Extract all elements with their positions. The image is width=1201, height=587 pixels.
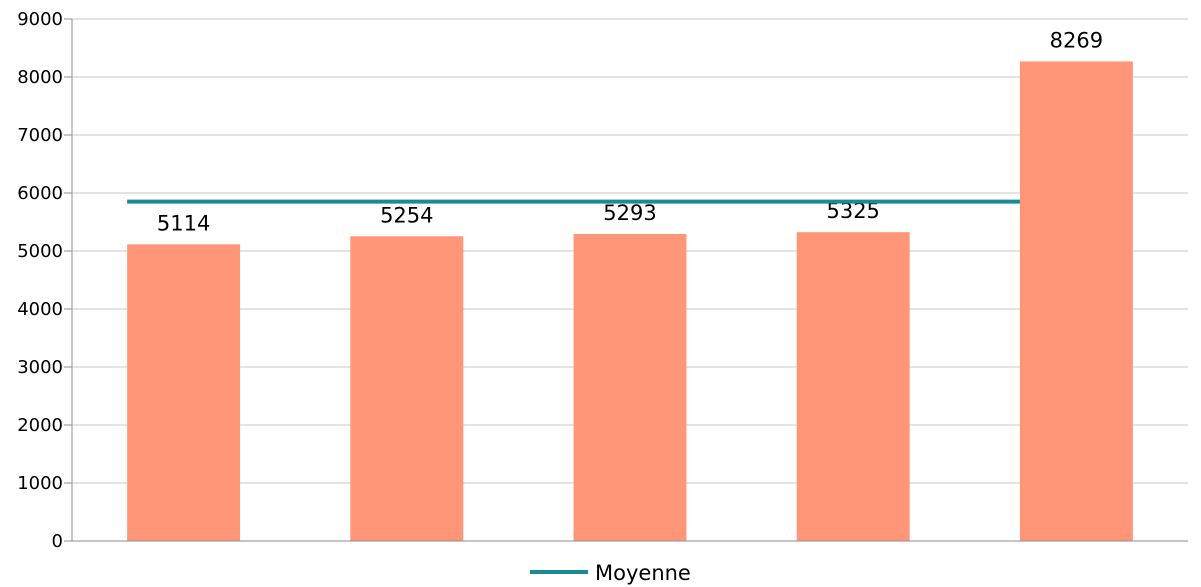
bars: [127, 61, 1133, 542]
data-label: 8269: [1050, 28, 1103, 52]
y-tick-label: 1000: [17, 473, 63, 494]
y-tick-label: 2000: [17, 415, 63, 436]
legend-label-moyenne: Moyenne: [595, 561, 691, 585]
y-tick-label: 4000: [17, 299, 63, 320]
y-tick-label: 5000: [17, 241, 63, 262]
bar: [127, 244, 241, 541]
y-tick-label: 9000: [17, 9, 63, 30]
axes: [71, 19, 1188, 542]
legend: Moyenne: [530, 561, 691, 585]
data-label: 5254: [380, 203, 433, 227]
y-axis-tick-labels: 0 1000 2000 3000 4000 5000 6000 7000 8000 9000: [17, 9, 63, 552]
y-tick-label: 8000: [17, 67, 63, 88]
bar: [350, 236, 464, 541]
y-tick-label: 3000: [17, 357, 63, 378]
data-label: 5293: [603, 201, 656, 225]
y-tick-label: 6000: [17, 183, 63, 204]
y-tick-label: 0: [52, 531, 63, 552]
y-tick-label: 7000: [17, 125, 63, 146]
bar: [1019, 61, 1133, 541]
data-label: 5114: [157, 211, 210, 235]
bar: [796, 232, 910, 541]
bar: [573, 234, 687, 542]
